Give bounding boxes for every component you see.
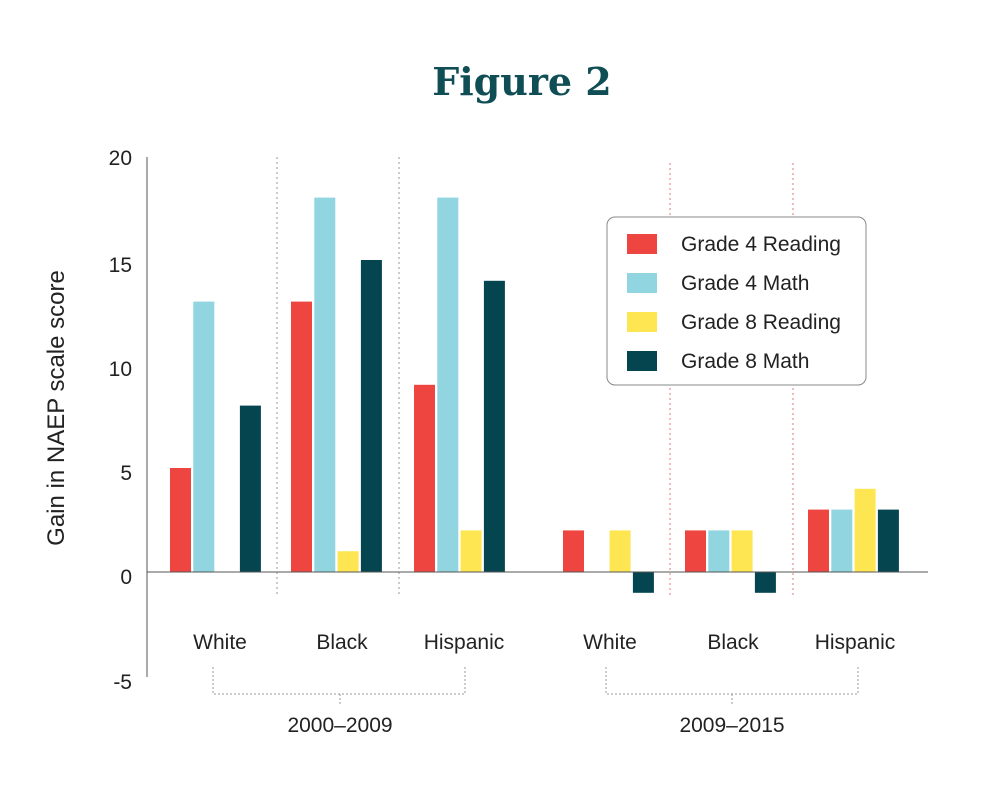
bar-grade-8-math-6 [877, 509, 899, 572]
category-label: White [583, 631, 637, 654]
period-bracket-2 [605, 667, 859, 705]
y-tick-label: 15 [109, 254, 132, 277]
chart-title: Figure 2 [432, 59, 611, 104]
bar-grade-8-reading-6 [854, 488, 876, 572]
bar-grade-4-math-3 [437, 197, 459, 572]
legend-label: Grade 8 Reading [681, 311, 841, 334]
legend-swatch-4 [627, 351, 657, 371]
bar-grade-4-reading-2 [291, 301, 312, 572]
y-tick-label: 10 [109, 358, 132, 381]
legend-label: Grade 4 Reading [681, 233, 841, 256]
bar-grade-8-math-5 [754, 572, 776, 593]
bar-grade-8-reading-2 [337, 551, 359, 572]
bar-grade-4-reading-4 [563, 530, 584, 572]
bar-grade-8-math-1 [239, 405, 261, 572]
bar-grade-4-reading-6 [808, 509, 829, 572]
bar-grade-4-math-1 [193, 301, 215, 572]
category-label: Black [316, 631, 368, 654]
legend-swatch-1 [627, 234, 657, 254]
category-label: Hispanic [815, 631, 896, 654]
legend-box [606, 216, 867, 386]
period-label: 2000–2009 [287, 714, 392, 737]
period-bracket-1 [212, 667, 466, 705]
bar-grade-8-math-3 [483, 280, 505, 572]
category-label: Hispanic [424, 631, 505, 654]
y-tick-label: 5 [120, 462, 132, 485]
bar-grade-8-math-4 [632, 572, 654, 593]
category-label: White [193, 631, 247, 654]
legend: Grade 4 Reading Grade 4 Math Grade 8 Readi… [606, 216, 867, 386]
bar-grade-4-math-6 [831, 509, 853, 572]
y-tick-label: 20 [109, 147, 132, 170]
bar-grade-8-reading-4 [609, 530, 631, 572]
legend-label: Grade 4 Math [681, 272, 809, 295]
bar-grade-4-math-2 [314, 197, 336, 572]
y-tick-label: -5 [113, 671, 132, 694]
bar-grade-8-reading-5 [731, 530, 753, 572]
y-tick-label: 0 [120, 566, 132, 589]
bar-grade-4-reading-3 [414, 384, 435, 572]
bar-grade-4-reading-1 [170, 468, 191, 572]
bar-grade-8-math-2 [360, 260, 382, 572]
legend-swatch-2 [627, 273, 657, 293]
legend-swatch-3 [627, 312, 657, 332]
bar-grade-8-reading-3 [460, 530, 482, 572]
category-label: Black [707, 631, 759, 654]
bar-grade-4-math-5 [708, 530, 730, 572]
bar-grade-4-reading-5 [685, 530, 706, 572]
legend-label: Grade 8 Math [681, 350, 809, 373]
y-axis-label: Gain in NAEP scale score [43, 270, 70, 546]
period-label: 2009–2015 [679, 714, 784, 737]
